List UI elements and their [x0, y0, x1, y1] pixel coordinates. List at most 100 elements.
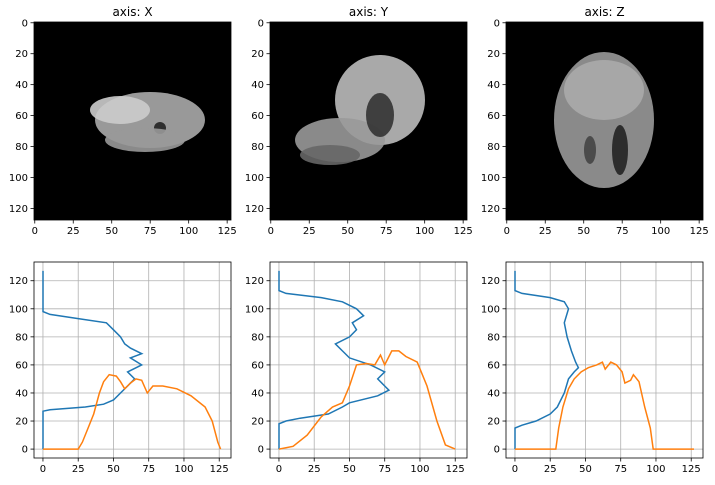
subplot: 0 25 50 75 100 125 0 20 40 60 80 100 120 axis: Y: [245, 5, 473, 237]
x-tick-label: 100: [410, 464, 429, 475]
y-tick-label: 60: [487, 360, 500, 371]
y-tick-label: 20: [15, 49, 28, 60]
x-tick-label: 75: [614, 464, 627, 475]
axes-frame: [505, 261, 704, 459]
image-region: [300, 145, 360, 165]
x-tick-label: 125: [682, 464, 701, 475]
y-tick-label: 40: [251, 388, 264, 399]
y-tick-label: 0: [22, 445, 28, 456]
x-tick-label: 25: [308, 464, 321, 475]
line-series: [515, 361, 694, 450]
x-tick-label: 25: [67, 226, 80, 237]
y-tick-label: 120: [481, 204, 500, 215]
x-tick-label: 25: [303, 226, 316, 237]
image-region: [105, 128, 185, 152]
x-tick-label: 50: [579, 464, 592, 475]
y-tick-label: 60: [487, 111, 500, 122]
subplot: 0 25 50 75 100 125 0 20 40 60 80 100 120: [481, 261, 704, 475]
axes-frame: [269, 21, 468, 221]
x-tick-label: 75: [144, 226, 157, 237]
y-tick-label: 80: [487, 332, 500, 343]
image-region: [564, 60, 644, 120]
y-tick-label: 20: [15, 417, 28, 428]
x-tick-label: 125: [210, 464, 229, 475]
subplot-title: axis: X: [112, 5, 152, 19]
image-region: [612, 125, 628, 175]
y-tick-label: 120: [481, 276, 500, 287]
axes-frame: [505, 21, 704, 221]
y-tick-label: 100: [481, 304, 500, 315]
subplot-title: axis: Y: [349, 5, 389, 19]
x-tick-label: 25: [544, 464, 557, 475]
y-tick-label: 100: [481, 173, 500, 184]
y-tick-label: 120: [245, 204, 264, 215]
y-tick-label: 80: [15, 332, 28, 343]
y-tick-label: 120: [245, 276, 264, 287]
y-tick-label: 100: [9, 173, 28, 184]
x-tick-label: 0: [40, 464, 46, 475]
x-tick-label: 50: [341, 226, 354, 237]
axes-frame: [269, 261, 468, 459]
y-tick-label: 80: [487, 142, 500, 153]
x-tick-label: 0: [32, 226, 38, 237]
x-tick-label: 75: [378, 464, 391, 475]
y-tick-label: 120: [9, 276, 28, 287]
y-tick-label: 40: [487, 80, 500, 91]
y-tick-label: 100: [9, 304, 28, 315]
x-tick-label: 50: [343, 464, 356, 475]
image-region: [90, 96, 150, 124]
x-tick-label: 100: [174, 464, 193, 475]
y-tick-label: 40: [487, 388, 500, 399]
x-tick-label: 25: [539, 226, 552, 237]
x-tick-label: 0: [268, 226, 274, 237]
x-tick-label: 125: [454, 226, 473, 237]
x-tick-label: 0: [512, 464, 518, 475]
line-series: [42, 270, 144, 450]
y-tick-label: 0: [22, 18, 28, 29]
y-tick-label: 0: [258, 445, 264, 456]
x-tick-label: 75: [380, 226, 393, 237]
y-tick-label: 40: [251, 80, 264, 91]
x-tick-label: 50: [105, 226, 118, 237]
x-tick-label: 0: [276, 464, 282, 475]
y-tick-label: 60: [15, 111, 28, 122]
x-tick-label: 50: [577, 226, 590, 237]
x-tick-label: 125: [690, 226, 709, 237]
x-tick-label: 50: [107, 464, 120, 475]
x-tick-label: 100: [651, 226, 670, 237]
subplot: 0 25 50 75 100 125 0 20 40 60 80 100 120: [245, 261, 468, 475]
y-tick-label: 80: [251, 332, 264, 343]
y-tick-label: 60: [251, 111, 264, 122]
y-tick-label: 100: [245, 304, 264, 315]
y-tick-label: 60: [251, 360, 264, 371]
y-tick-label: 120: [9, 204, 28, 215]
y-tick-label: 60: [15, 360, 28, 371]
axes-frame: [33, 21, 232, 221]
x-tick-label: 75: [142, 464, 155, 475]
y-tick-label: 80: [251, 142, 264, 153]
y-tick-label: 40: [15, 80, 28, 91]
subplot: 0 25 50 75 100 125 0 20 40 60 80 100 120 axis: Z: [481, 5, 709, 237]
line-series: [278, 270, 391, 450]
y-tick-label: 20: [487, 417, 500, 428]
x-tick-label: 100: [415, 226, 434, 237]
y-tick-label: 0: [494, 445, 500, 456]
x-tick-label: 125: [446, 464, 465, 475]
y-tick-label: 20: [487, 49, 500, 60]
image-region: [584, 136, 596, 164]
axes-frame: [33, 261, 232, 459]
y-tick-label: 0: [494, 18, 500, 29]
line-series: [43, 373, 222, 450]
y-tick-label: 40: [15, 388, 28, 399]
y-tick-label: 80: [15, 142, 28, 153]
image-region: [366, 93, 394, 137]
x-tick-label: 25: [72, 464, 85, 475]
x-tick-label: 75: [616, 226, 629, 237]
x-tick-label: 100: [646, 464, 665, 475]
y-tick-label: 100: [245, 173, 264, 184]
y-tick-label: 0: [258, 18, 264, 29]
y-tick-label: 20: [251, 49, 264, 60]
subplot-title: axis: Z: [584, 5, 624, 19]
x-tick-label: 0: [504, 226, 510, 237]
subplot: 0 25 50 75 100 125 0 20 40 60 80 100 120 axis: X: [9, 5, 237, 237]
